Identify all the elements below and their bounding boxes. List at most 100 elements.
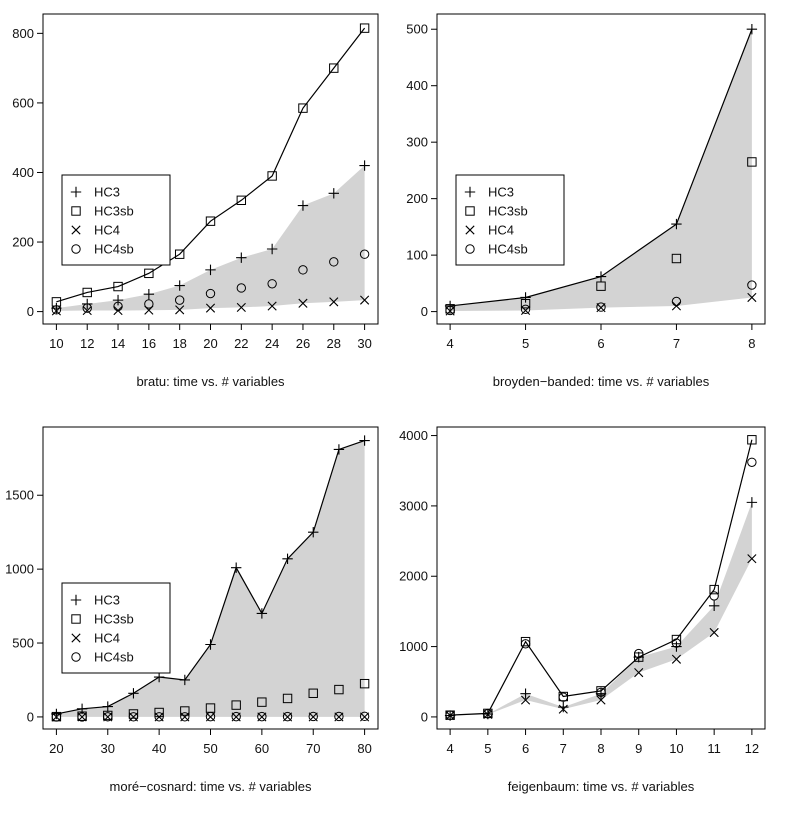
x-tick-label: 7 <box>560 741 567 756</box>
point-HC3 <box>558 701 569 713</box>
legend-marker-HC3sb <box>465 206 475 216</box>
series-line-HC3sb <box>56 27 366 303</box>
point-HC4 <box>520 305 531 316</box>
point-HC3sb <box>747 435 757 445</box>
point-HC4sb <box>359 249 370 259</box>
point-HC3sb <box>180 706 190 716</box>
y-tick-label: 400 <box>406 78 428 93</box>
x-tick-label: 30 <box>357 336 371 351</box>
legend-label: HC4 <box>94 223 120 238</box>
point-HC4sb <box>596 687 606 698</box>
point-HC4 <box>175 305 185 315</box>
legend-marker-HC4sb <box>465 244 475 254</box>
x-tick-label: 50 <box>203 741 217 756</box>
x-tick-label: 5 <box>484 741 491 756</box>
point-HC3sb <box>298 103 308 113</box>
point-HC3sb <box>231 700 241 710</box>
point-HC4 <box>709 627 719 638</box>
point-HC4sb <box>520 639 531 649</box>
legend-label: HC4 <box>488 223 514 238</box>
shaded-band <box>450 29 752 312</box>
point-HC3 <box>359 160 370 171</box>
point-HC4sb <box>267 279 277 289</box>
x-tick-label: 80 <box>357 741 371 756</box>
point-HC4 <box>236 302 246 313</box>
point-HC3 <box>308 526 319 538</box>
point-HC3 <box>282 553 293 564</box>
point-HC3sb <box>82 287 92 298</box>
point-HC4sb <box>671 296 682 307</box>
point-HC3sb <box>520 298 531 309</box>
x-tick-label: 9 <box>635 741 642 756</box>
y-tick-label: 0 <box>27 709 34 724</box>
x-tick-label: 24 <box>265 336 279 351</box>
point-HC4 <box>267 301 277 311</box>
series-line-HC3sb <box>450 439 753 716</box>
legend-marker-HC4sb <box>71 244 81 254</box>
point-HC3sb <box>709 584 719 595</box>
y-tick-label: 1000 <box>5 562 34 577</box>
x-tick-label: 12 <box>80 336 94 351</box>
point-HC3 <box>266 243 278 255</box>
point-HC4 <box>360 295 370 305</box>
point-HC3sb <box>236 195 247 206</box>
point-HC4sb <box>334 711 344 722</box>
point-HC4sb <box>634 648 644 659</box>
x-tick-label: 8 <box>597 741 604 756</box>
point-HC4 <box>51 306 61 316</box>
point-HC4sb <box>180 712 190 722</box>
x-tick-label: 8 <box>748 336 755 351</box>
x-tick-label: 16 <box>142 336 156 351</box>
panel-broyden-banded: 0 100 200 300 400 500 4 5 6 7 8 broyden−banded: tim… <box>406 13 766 389</box>
point-HC3 <box>205 639 216 650</box>
x-axis-label: bratu: time vs. # variables <box>136 374 285 389</box>
point-HC4sb <box>483 709 493 719</box>
point-HC3 <box>256 608 268 619</box>
legend-label: HC4sb <box>488 242 528 257</box>
point-HC3 <box>112 294 124 306</box>
plot-frame <box>436 426 766 730</box>
point-HC4sb <box>154 712 164 722</box>
point-HC3 <box>520 292 531 303</box>
point-HC3 <box>671 218 682 230</box>
point-HC3sb <box>257 697 267 707</box>
point-HC4sb <box>113 301 123 312</box>
legend-label: HC3sb <box>488 204 528 219</box>
y-tick-label: 3000 <box>399 498 428 513</box>
point-HC3 <box>174 280 185 291</box>
point-HC4sb <box>308 711 318 722</box>
y-tick-label: 4000 <box>399 428 428 443</box>
x-tick-label: 20 <box>49 741 63 756</box>
point-HC4sb <box>671 638 682 648</box>
y-tick-label: 800 <box>12 26 34 41</box>
x-axis-label: feigenbaum: time vs. # variables <box>508 779 695 794</box>
point-HC3 <box>297 200 309 211</box>
x-tick-label: 10 <box>669 741 683 756</box>
y-tick-label: 500 <box>12 636 34 651</box>
x-tick-label: 14 <box>111 336 125 351</box>
shaded-band <box>450 502 752 716</box>
y-tick-label: 0 <box>27 304 34 319</box>
legend-marker-HC3sb <box>71 206 81 216</box>
point-HC4 <box>558 704 568 714</box>
legend-marker-HC4 <box>71 225 81 235</box>
point-HC4 <box>520 695 531 705</box>
point-HC4sb <box>144 299 154 309</box>
point-HC4sb <box>257 711 267 722</box>
legend-marker-HC4sb <box>71 652 81 662</box>
point-HC3sb <box>520 636 531 647</box>
point-HC4sb <box>236 283 247 293</box>
x-tick-label: 28 <box>327 336 341 351</box>
legend-marker-HC3 <box>70 186 82 198</box>
point-HC4 <box>747 292 757 303</box>
x-tick-label: 10 <box>49 336 63 351</box>
point-HC4 <box>298 298 308 308</box>
point-HC3 <box>205 264 216 276</box>
point-HC4sb <box>709 591 719 601</box>
point-HC3 <box>102 701 113 712</box>
point-HC3 <box>230 562 242 573</box>
point-HC3sb <box>329 63 339 73</box>
legend-marker-HC3sb <box>71 614 81 624</box>
point-HC4sb <box>205 288 216 299</box>
point-HC4 <box>634 668 644 678</box>
